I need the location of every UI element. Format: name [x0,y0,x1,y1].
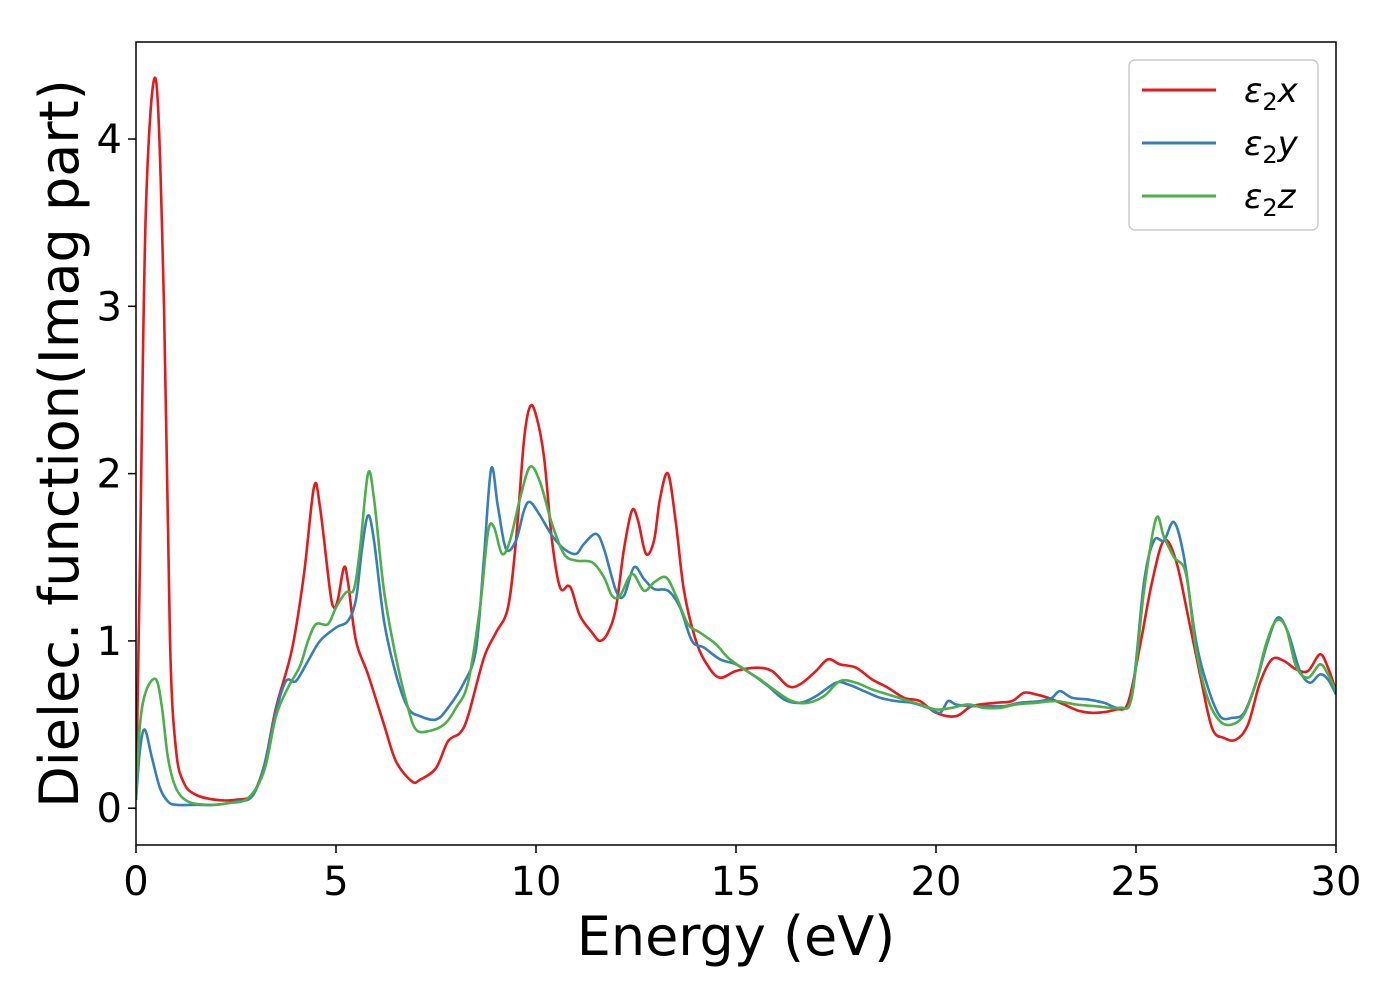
x-axis-ticks: 0 5 10 15 20 25 30 [123,845,1361,905]
legend-box [1128,59,1319,231]
x-tick-label: 30 [1311,859,1362,905]
legend-label: ε2z [1244,177,1297,222]
legend-label: ε2x [1244,71,1299,116]
x-axis-title: Energy (eV) [577,905,896,968]
y-tick-label: 3 [97,284,122,330]
legend-item-y: ε2y [1142,124,1299,169]
legend: ε2x ε2y ε2z [1128,59,1319,231]
y-tick-label: 4 [97,117,122,163]
legend-item-x: ε2x [1142,71,1299,116]
y-tick-label: 1 [97,619,122,665]
y-tick-label: 0 [97,786,122,832]
x-tick-label: 10 [511,859,562,905]
series-line-y [136,465,1336,807]
legend-item-z: ε2z [1142,177,1297,222]
legend-label: ε2y [1244,124,1299,169]
x-tick-label: 0 [123,859,148,905]
series-line-z [136,465,1336,807]
x-tick-label: 25 [1111,859,1162,905]
series-layer [136,76,1336,807]
x-tick-label: 20 [911,859,962,905]
y-tick-label: 2 [97,452,122,498]
x-tick-label: 5 [323,859,348,905]
y-axis-ticks: 0 1 2 3 4 [97,117,136,832]
y-axis-title: Dielec. function(Imag part) [28,79,91,808]
x-tick-label: 15 [711,859,762,905]
